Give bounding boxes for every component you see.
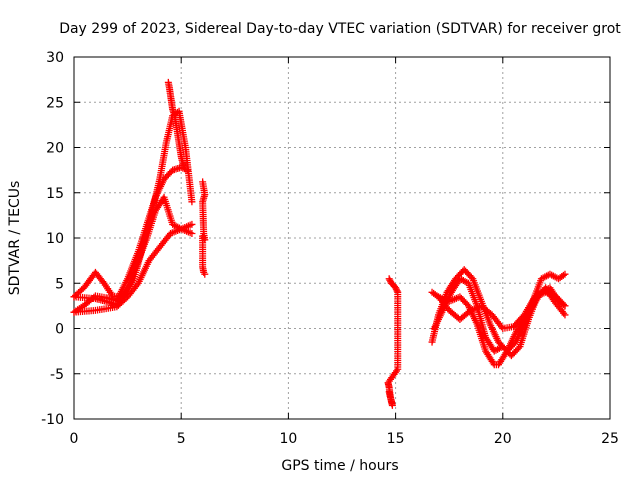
x-tick-label: 0: [70, 431, 79, 447]
x-tick-label: 10: [279, 431, 297, 447]
series-cluster-6h: [199, 178, 209, 278]
data-point: [561, 302, 569, 310]
data-point: [201, 270, 209, 278]
data-point: [393, 287, 401, 295]
data-point: [182, 165, 190, 173]
series-spike-peak: [164, 78, 187, 170]
x-tick-label: 15: [387, 431, 405, 447]
grid-lines: [74, 57, 610, 419]
x-tick-label: 20: [494, 431, 512, 447]
data-point: [188, 229, 196, 237]
y-tick-label: -10: [41, 412, 64, 428]
data-point: [184, 166, 192, 174]
y-tick-label: 15: [46, 186, 64, 202]
y-tick-label: 20: [46, 141, 64, 157]
data-point: [467, 273, 475, 281]
data-point: [559, 301, 567, 309]
data-point: [561, 311, 569, 319]
data-point: [385, 275, 393, 283]
series-track-c: [70, 193, 196, 309]
data-point: [392, 285, 400, 293]
y-tick-label: 5: [55, 276, 64, 292]
x-tick-label: 25: [601, 431, 619, 447]
x-axis-label: GPS time / hours: [281, 458, 398, 474]
data-point: [561, 270, 569, 278]
data-point: [188, 198, 196, 206]
data-point: [180, 165, 188, 173]
data-point: [386, 276, 394, 284]
y-axis-label: SDTVAR / TECUs: [7, 181, 23, 296]
y-tick-label: 25: [46, 95, 64, 111]
chart-title: Day 299 of 2023, Sidereal Day-to-day VTE…: [59, 21, 621, 37]
series-track-d: [70, 225, 196, 316]
data-marks: [70, 78, 569, 409]
data-point: [188, 220, 196, 228]
y-tick-label: 0: [55, 322, 64, 338]
series-track-h: [434, 284, 569, 369]
axis-ticks: [73, 56, 611, 420]
data-point: [559, 271, 567, 279]
x-tick-label: 5: [177, 431, 186, 447]
x-tick-labels: 0 5 10 15 20 25: [70, 431, 619, 447]
y-tick-labels: -10 -5 0 5 10 15 20 25 30: [41, 50, 64, 428]
y-tick-label: 10: [46, 231, 64, 247]
series-cluster-15h: [384, 275, 402, 409]
data-point: [515, 344, 523, 352]
data-point: [385, 388, 393, 396]
y-tick-label: 30: [46, 50, 64, 66]
data-point: [392, 284, 400, 292]
y-tick-label: -5: [50, 367, 64, 383]
data-point: [179, 162, 187, 170]
